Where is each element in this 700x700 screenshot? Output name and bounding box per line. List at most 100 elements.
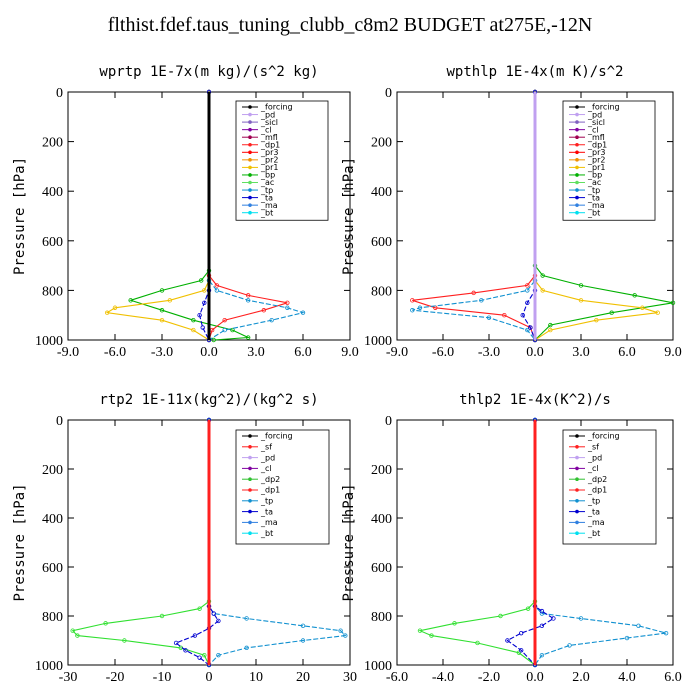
x-tick-label: -3.0 xyxy=(478,345,500,360)
data-point xyxy=(103,621,108,626)
legend-entry: _ta xyxy=(260,507,273,516)
data-point xyxy=(578,298,584,303)
data-point xyxy=(540,273,545,278)
y-axis-label: Pressure [hPa] xyxy=(341,157,357,275)
y-tick-label: 800 xyxy=(371,284,392,299)
series-line-tp xyxy=(208,92,306,341)
data-point xyxy=(578,283,584,288)
legend-entry: _dp1 xyxy=(260,486,280,495)
y-tick-label: 1000 xyxy=(35,334,63,349)
legend-entry: _sf xyxy=(260,443,272,452)
data-point xyxy=(525,327,530,333)
data-point xyxy=(410,308,415,313)
panel-title: rtp2 1E-11x(kg^2)/(kg^2 s) xyxy=(99,392,318,408)
data-point xyxy=(192,633,198,638)
y-tick-label: 800 xyxy=(42,284,63,299)
data-point xyxy=(216,653,221,658)
x-tick-label: -30 xyxy=(59,670,78,685)
y-tick-label: 1000 xyxy=(35,659,63,674)
legend-entry: _tp xyxy=(587,186,600,195)
legend-marker xyxy=(248,509,252,514)
series-line-bp xyxy=(534,92,674,341)
y-tick-label: 600 xyxy=(42,235,63,250)
panel-title: thlp2 1E-4x(K^2)/s xyxy=(459,392,611,408)
x-tick-label: 6.0 xyxy=(664,670,682,685)
panel-title: wpthlp 1E-4x(m K)/s^2 xyxy=(446,64,623,80)
legend: _forcing_pd_sicl_cl_mfl_dp1_pr3_pr2_pr1_… xyxy=(562,100,656,221)
legend-entry: _forcing xyxy=(260,103,293,112)
data-point xyxy=(159,317,165,323)
legend-entry: _bt xyxy=(587,529,600,538)
y-axis-label: Pressure [hPa] xyxy=(341,483,357,601)
data-point xyxy=(540,288,545,293)
legend-marker xyxy=(575,158,579,162)
data-point xyxy=(567,643,572,648)
legend-marker xyxy=(248,150,252,155)
legend-entry: _dp2 xyxy=(587,475,607,484)
data-point xyxy=(640,305,645,310)
data-point xyxy=(211,337,216,343)
y-tick-label: 1000 xyxy=(364,334,392,349)
panel-1: wprtp 1E-7x(m kg)/(s^2 kg) Pressure [hPa]… xyxy=(12,64,359,360)
y-tick-label: 0 xyxy=(56,414,63,429)
data-point xyxy=(200,325,205,330)
data-point xyxy=(539,611,545,616)
data-point xyxy=(632,293,637,298)
data-point xyxy=(202,288,207,293)
legend-marker xyxy=(248,173,252,177)
data-point xyxy=(261,308,267,313)
legend-entry: _forcing xyxy=(587,103,620,112)
figure-title: flthist.fdef.taus_tuning_clubb_c8m2 BUDG… xyxy=(107,14,593,36)
data-point xyxy=(578,616,584,621)
legend-entry: _cl xyxy=(260,464,272,473)
data-point xyxy=(202,653,207,658)
x-tick-label: 9.0 xyxy=(664,345,682,360)
legend-marker xyxy=(248,127,252,132)
y-tick-label: 400 xyxy=(371,512,392,527)
data-point xyxy=(520,313,525,318)
data-point xyxy=(245,293,251,298)
legend-box xyxy=(562,429,657,545)
data-point xyxy=(548,327,553,333)
y-tick-label: 1000 xyxy=(364,659,392,674)
data-point xyxy=(245,298,251,303)
legend-entry: _ta xyxy=(260,193,273,202)
data-point xyxy=(122,638,127,643)
legend-entry: _tp xyxy=(260,186,273,195)
y-tick-label: 600 xyxy=(371,235,392,250)
legend-marker xyxy=(575,210,579,215)
data-point xyxy=(502,313,507,318)
legend-marker xyxy=(575,150,579,155)
data-point xyxy=(528,325,533,330)
x-tick-label: -6.0 xyxy=(432,345,454,360)
legend-entry: _bt xyxy=(587,208,600,217)
series-line-bp xyxy=(128,92,251,341)
data-point xyxy=(222,327,227,333)
data-point xyxy=(452,621,457,626)
legend-marker xyxy=(248,477,252,482)
legend-entry: _ma xyxy=(260,518,278,527)
legend-marker xyxy=(575,195,579,200)
x-tick-label: 10 xyxy=(249,670,263,685)
data-point xyxy=(609,310,614,315)
legend-marker xyxy=(248,531,252,535)
y-tick-label: 200 xyxy=(371,136,392,151)
series-line-dp1 xyxy=(418,420,536,666)
data-point xyxy=(636,623,641,628)
data-point xyxy=(417,305,423,310)
legend-marker xyxy=(575,531,579,535)
data-point xyxy=(197,313,202,318)
data-point xyxy=(338,628,343,633)
legend-marker xyxy=(248,520,252,525)
data-point xyxy=(655,310,660,315)
legend-entry: _ta xyxy=(587,193,600,202)
legend-entry: _pd xyxy=(260,110,275,119)
legend-entry: _sicl xyxy=(260,118,278,127)
x-tick-label: -10 xyxy=(153,670,172,685)
legend-marker xyxy=(575,445,579,449)
legend-entry: _tp xyxy=(587,497,600,506)
series-line-dp1 xyxy=(71,420,210,666)
y-tick-label: 600 xyxy=(42,561,63,576)
legend-entry: _pr1 xyxy=(260,163,278,172)
data-point xyxy=(486,315,492,320)
